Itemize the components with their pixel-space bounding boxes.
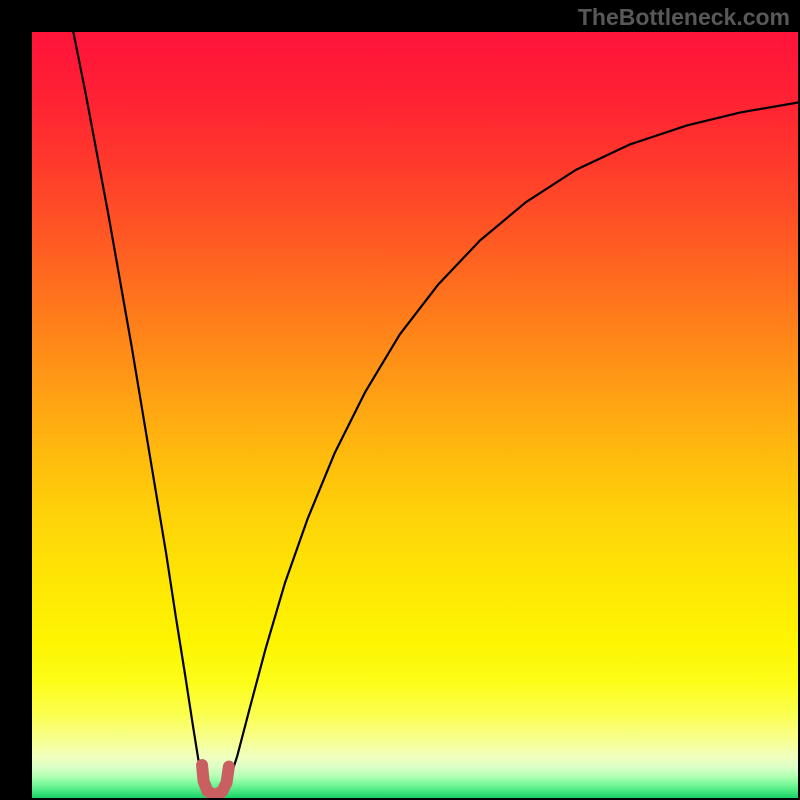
plot-svg [32,32,798,798]
gradient-background [32,32,798,798]
chart-container: TheBottleneck.com [0,0,800,800]
watermark-text: TheBottleneck.com [578,4,790,31]
